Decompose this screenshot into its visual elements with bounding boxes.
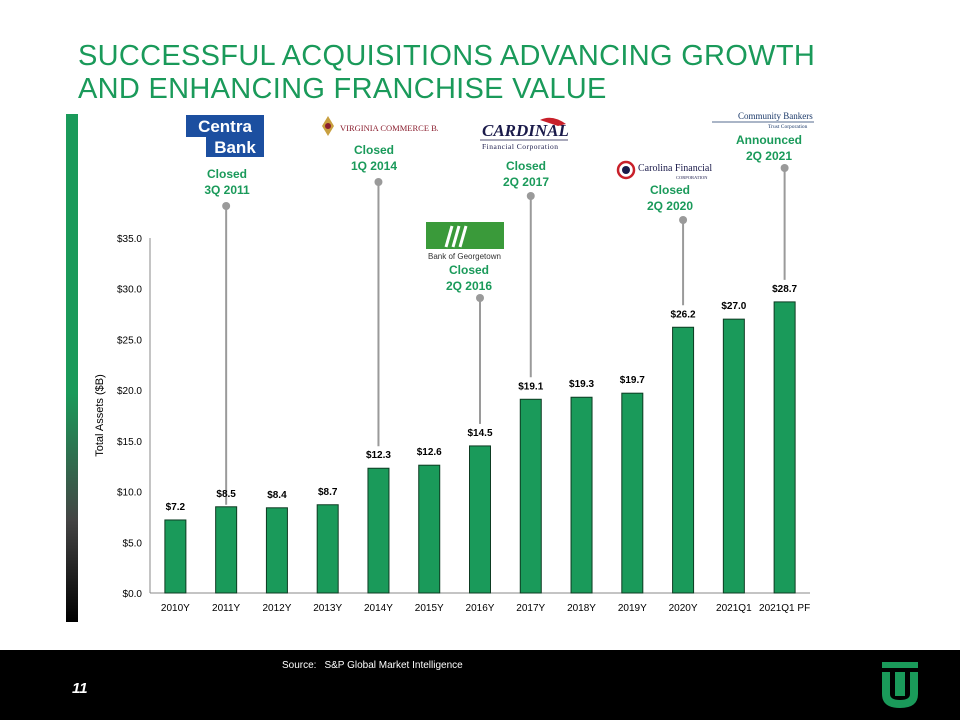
centra-bank-logo: Centra Bank: [186, 112, 266, 162]
carolina-financial-logo: Carolina Financial CORPORATION: [616, 158, 726, 182]
acquisition-marker-dot: [222, 202, 231, 210]
x-tick-label: 2014Y: [364, 603, 393, 614]
data-label: $7.2: [166, 502, 186, 513]
logo-text: VIRGINIA COMMERCE BANK: [340, 123, 438, 133]
source-note: Source: S&P Global Market Intelligence: [282, 660, 463, 671]
acquisition-label-centra: Closed 3Q 2011: [167, 166, 287, 198]
y-tick-label: $35.0: [117, 234, 142, 245]
bar-2012y: [265, 507, 288, 594]
x-tick-label: 2017Y: [516, 603, 545, 614]
acquisition-period: 3Q 2011: [204, 183, 250, 197]
acquisition-label-cardinal: Closed 2Q 2017: [466, 158, 586, 190]
logo-text: Bank of Georgetown: [428, 252, 501, 261]
logo-text: Carolina Financial: [638, 163, 712, 174]
data-label: $14.5: [467, 428, 492, 439]
acquisition-label-georgetown: Closed 2Q 2016: [409, 262, 529, 294]
data-label: $12.6: [417, 447, 442, 458]
y-tick-label: $0.0: [123, 589, 143, 600]
bar-2021q1-pf: [773, 301, 796, 594]
acquisition-period: 1Q 2014: [350, 159, 398, 173]
data-label: $28.7: [772, 284, 797, 295]
acquisition-marker-dot: [374, 178, 383, 186]
acquisition-label-virginia-commerce: Closed 1Q 2014: [314, 142, 434, 174]
source-label: Source:: [282, 660, 317, 671]
x-tick-label: 2015Y: [415, 603, 444, 614]
bar-2019y: [621, 392, 644, 594]
logo-text: Financial Corporation: [482, 142, 559, 151]
acquisition-period: 2Q 2021: [745, 149, 793, 163]
x-tick-label: 2021Q1 PF: [759, 603, 810, 614]
bank-of-georgetown-logo: Bank of Georgetown: [426, 222, 506, 262]
acquisition-period: 2Q 2016: [445, 279, 493, 293]
data-label: $19.7: [620, 375, 645, 386]
data-label: $8.7: [318, 487, 338, 498]
cardinal-financial-logo: CARDINAL Financial Corporation: [480, 116, 574, 152]
company-logo-icon: [880, 660, 920, 712]
bar-2016y: [469, 445, 491, 594]
bar-2013y: [316, 504, 339, 594]
acquisition-marker-dot: [526, 192, 535, 200]
page-number: 11: [72, 680, 88, 697]
y-tick-label: $30.0: [117, 285, 142, 296]
acquisition-period: 2Q 2017: [502, 175, 550, 189]
x-tick-label: 2012Y: [262, 603, 291, 614]
acquisition-status: Closed: [448, 263, 489, 277]
bar-2020y: [672, 326, 695, 594]
logo-text: Trust Corporation: [768, 124, 808, 130]
acquisition-marker-dot: [679, 216, 688, 224]
x-tick-label: 2016Y: [466, 603, 495, 614]
data-label: $19.3: [569, 379, 594, 390]
logo-text: Community Bankers: [738, 111, 813, 121]
data-label: $27.0: [721, 301, 746, 312]
y-tick-label: $20.0: [117, 386, 142, 397]
acquisition-period: 2Q 2020: [646, 199, 694, 213]
acquisition-status: Closed: [206, 167, 247, 181]
bar-2010y: [164, 519, 187, 594]
x-tick-label: 2020Y: [669, 603, 698, 614]
acquisition-status: Closed: [353, 143, 394, 157]
bar-2018y: [570, 396, 593, 594]
accent-bar: [66, 114, 78, 622]
bar-2011y: [215, 506, 238, 594]
y-axis-title: Total Assets ($B): [94, 374, 106, 457]
data-label: $12.3: [366, 450, 391, 461]
x-tick-label: 2021Q1: [716, 603, 752, 614]
data-label: $26.2: [671, 309, 696, 320]
bar-2015y: [418, 464, 441, 594]
y-tick-label: $5.0: [123, 538, 143, 549]
x-tick-label: 2013Y: [313, 603, 342, 614]
x-tick-label: 2018Y: [567, 603, 596, 614]
x-tick-label: 2011Y: [212, 603, 241, 614]
acquisition-marker-dot: [476, 294, 484, 302]
y-tick-label: $25.0: [117, 335, 142, 346]
data-label: $8.5: [216, 489, 236, 500]
virginia-commerce-bank-logo: VIRGINIA COMMERCE BANK: [318, 114, 456, 138]
acquisition-status: Announced: [736, 133, 802, 147]
y-tick-label: $10.0: [117, 488, 142, 499]
data-label: $8.4: [267, 490, 287, 501]
community-bankers-trust-logo: Community Bankers Trust Corporation: [710, 110, 820, 130]
logo-text: CARDINAL: [482, 121, 569, 140]
acquisition-label-carolina: Closed 2Q 2020: [610, 182, 730, 214]
acquisition-marker-dot: [780, 164, 789, 172]
footer-bar: [0, 650, 960, 720]
logo-text: Bank: [214, 138, 256, 157]
acquisition-status: Closed: [505, 159, 546, 173]
y-tick-label: $15.0: [117, 437, 142, 448]
bar-2017y: [519, 398, 542, 594]
bar-2014y: [367, 467, 390, 594]
x-tick-label: 2019Y: [618, 603, 647, 614]
x-tick-label: 2010Y: [161, 603, 190, 614]
total-assets-bar-chart: $0.0 $5.0 $10.0 $15.0 $20.0 $25.0 $30.0 $35.0 To…: [94, 164, 810, 614]
acquisition-status: Closed: [649, 183, 690, 197]
source-text: S&P Global Market Intelligence: [324, 660, 463, 671]
acquisition-label-community-bankers: Announced 2Q 2021: [709, 132, 829, 164]
bar-2021q1: [722, 318, 745, 594]
data-label: $19.1: [518, 381, 543, 392]
slide-title: SUCCESSFUL ACQUISITIONS ADVANCING GROWTH…: [78, 40, 816, 105]
logo-text: CORPORATION: [676, 175, 708, 180]
logo-text: Centra: [198, 117, 252, 136]
